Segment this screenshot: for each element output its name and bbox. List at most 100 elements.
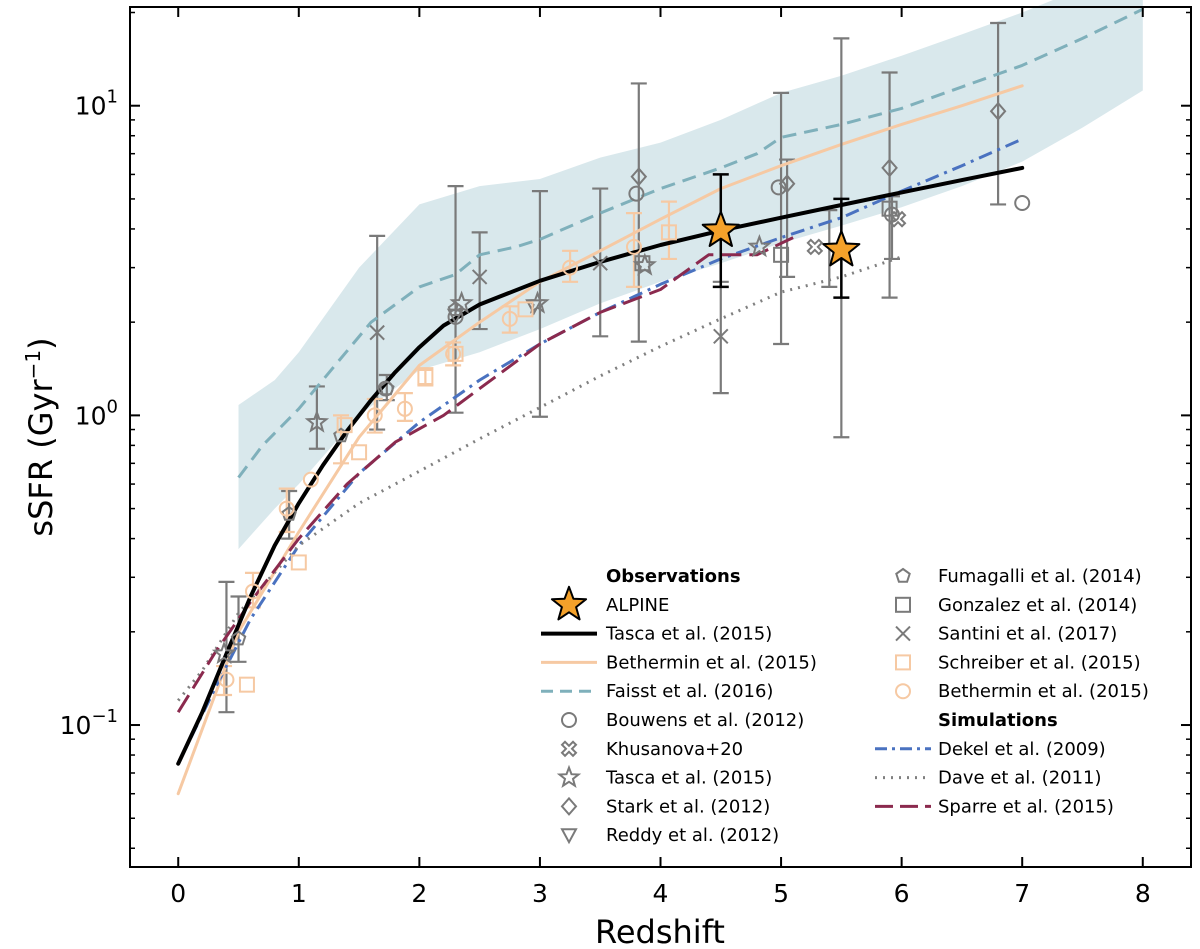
plot-area (176, 0, 1144, 796)
legend-col2-simulations-heading: Simulations (938, 710, 1058, 731)
marker-schreiber-et-al-2015-1 (290, 554, 307, 571)
marker-santini-et-al-2017-3 (713, 328, 729, 345)
line-sparre-et-al-2015 (176, 236, 794, 713)
x-tick-label-7: 7 (1014, 879, 1030, 908)
legend-col2-schreiber-et-al-2015-label: Schreiber et al. (2015) (938, 652, 1141, 673)
marker-reddy-et-al-2012-0 (446, 308, 465, 325)
x-tick-label-3: 3 (532, 879, 548, 908)
x-tick-label-5: 5 (773, 879, 789, 908)
legend-col1-faisst-et-al-2016-label: Faisst et al. (2016) (606, 681, 773, 702)
legend-col1-tasca-et-al-2015-label: Tasca et al. (2015) (605, 624, 772, 645)
alpine-star-1 (822, 230, 861, 267)
marker-tasca-et-al-2015-0 (304, 409, 330, 433)
orange-errorbar-3 (366, 397, 383, 434)
legend-col1-observations-heading: Observations (606, 566, 741, 587)
y-tick-label-0: 10−1 (60, 706, 118, 740)
x-tick-label-1: 1 (291, 879, 307, 908)
legend-col1-bouwens-et-al-2012-label: Bouwens et al. (2012) (606, 710, 804, 731)
marker-schreiber-et-al-2015-0 (238, 676, 255, 693)
legend-col1-bethermin-et-al-2015-label: Bethermin et al. (2015) (606, 652, 817, 673)
marker-tasca-et-al-2015-5 (211, 640, 237, 665)
marker-santini-et-al-2017-2 (592, 255, 608, 271)
marker-fumagalli-et-al-2014-3 (379, 380, 395, 396)
marker-schreiber-et-al-2015-3 (417, 369, 434, 386)
marker-stark-et-al-2012-0 (630, 167, 648, 187)
legend-col1-tasca-et-al-2015-label: Tasca et al. (2015) (605, 768, 772, 789)
marker-schreiber-et-al-2015-2 (351, 444, 368, 461)
legend-col2-bethermin-et-al-2015-label: Bethermin et al. (2015) (938, 681, 1149, 702)
legend-col1-khusanova-20-label: Khusanova+20 (606, 739, 743, 760)
marker-stark-et-al-2012-1 (778, 174, 796, 194)
marker-schreiber-et-al-2015-4 (517, 301, 534, 318)
marker-gonzalez-et-al-2014-0 (634, 255, 651, 272)
x-tick-label-0: 0 (170, 879, 186, 908)
y-tick-label-2: 101 (75, 87, 118, 121)
legend-col1-stark-et-al-2012-label: Stark et al. (2012) (606, 796, 770, 817)
marker-tasca-et-al-2015-4 (747, 234, 772, 258)
legend-col2-gonzalez-et-al-2014-symbol (895, 596, 911, 613)
line-dekel-et-al-2009 (176, 137, 1023, 765)
legend-col2-fumagalli-et-al-2014-symbol (895, 567, 911, 583)
marker-gonzalez-et-al-2014-1 (773, 246, 790, 263)
legend-col1-alpine-symbol (550, 585, 588, 621)
marker-fumagalli-et-al-2014-1 (281, 505, 297, 521)
marker-bethermin-et-al-2015-9 (625, 238, 642, 255)
alpine-star-0 (701, 210, 740, 247)
marker-schreiber-et-al-2015-6 (336, 417, 353, 434)
marker-reddy-et-al-2012-1 (525, 299, 543, 316)
marker-bethermin-et-al-2015-4 (366, 407, 383, 424)
marker-gonzalez-et-al-2014-2 (881, 200, 898, 217)
legend-col2-dave-et-al-2011-label: Dave et al. (2011) (938, 768, 1102, 789)
marker-bethermin-et-al-2015-8 (562, 259, 579, 276)
marker-khusanova-20-1 (889, 210, 907, 228)
legend-col1-reddy-et-al-2012-symbol (560, 828, 578, 845)
orange-errorbar-6 (625, 212, 642, 288)
y-tick-base: 10 (75, 92, 107, 121)
y-axis-label-sup: −1 (21, 350, 45, 379)
y-tick-exponent: 1 (107, 87, 118, 108)
marker-fumagalli-et-al-2014-4 (447, 301, 464, 316)
legend-col1-tasca-et-al-2015-symbol (556, 764, 582, 789)
marker-bouwens-et-al-2012-1 (770, 179, 787, 196)
marker-bouwens-et-al-2012-0 (628, 185, 645, 202)
marker-stark-et-al-2012-3 (989, 101, 1007, 121)
marker-schreiber-et-al-2015-5 (660, 224, 677, 241)
legend-col1-reddy-et-al-2012-label: Reddy et al. (2012) (606, 825, 779, 846)
marker-khusanova-20-0 (806, 238, 824, 256)
x-tick-label-4: 4 (653, 879, 669, 908)
legend-col2-gonzalez-et-al-2014-label: Gonzalez et al. (2014) (938, 595, 1137, 616)
marker-bethermin-et-al-2015-3 (302, 471, 319, 488)
legend-col2-dekel-et-al-2009-label: Dekel et al. (2009) (938, 739, 1106, 760)
legend-col1-stark-et-al-2012-symbol (560, 796, 578, 816)
y-tick-label-1: 100 (75, 396, 118, 430)
legend-col2-schreiber-et-al-2015-symbol (895, 654, 911, 671)
x-axis-label: Redshift (595, 913, 725, 949)
faisst-range-band (238, 0, 1143, 550)
x-tick-label-6: 6 (894, 879, 910, 908)
orange-errorbar-10 (417, 367, 434, 387)
gray-errorbar-15 (881, 71, 898, 299)
y-tick-base: 10 (60, 711, 92, 740)
y-axis-label-main: sSFR (Gyr (22, 379, 60, 537)
legend-col2-santini-et-al-2017-label: Santini et al. (2017) (938, 624, 1117, 645)
legend-col2-bethermin-et-al-2015-symbol (895, 683, 911, 700)
y-axis-label: sSFR (Gyr−1) (21, 337, 60, 536)
marker-bethermin-et-al-2015-2 (278, 500, 295, 517)
marker-bethermin-et-al-2015-0 (218, 671, 235, 688)
y-tick-exponent: −1 (91, 706, 118, 727)
legend-col1-khusanova-20-symbol (560, 740, 578, 758)
line-faisst-et-al-2016 (237, 7, 1144, 479)
x-tick-label-2: 2 (411, 879, 427, 908)
y-tick-exponent: 0 (107, 396, 118, 417)
legend-col1-bouwens-et-al-2012-symbol (561, 712, 577, 728)
gray-errorbar-0 (218, 580, 235, 714)
marker-santini-et-al-2017-0 (369, 324, 385, 341)
line-tasca-et-al-2015 (176, 165, 1025, 766)
marker-fumagalli-et-al-2014-0 (230, 630, 247, 646)
legend-col2-sparre-et-al-2015-label: Sparre et al. (2015) (938, 796, 1114, 817)
y-tick-base: 10 (75, 401, 107, 430)
legend-col1-alpine-label: ALPINE (606, 595, 669, 616)
marker-bethermin-et-al-2015-6 (445, 345, 462, 362)
legend-col2-fumagalli-et-al-2014-label: Fumagalli et al. (2014) (938, 566, 1142, 587)
marker-stark-et-al-2012-2 (881, 158, 898, 178)
